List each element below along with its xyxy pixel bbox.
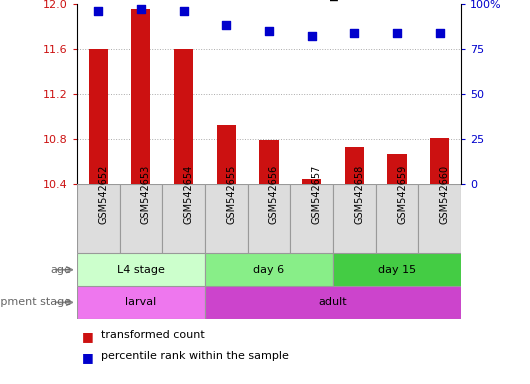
Bar xyxy=(376,184,418,253)
Bar xyxy=(333,184,376,253)
Text: larval: larval xyxy=(125,297,156,308)
Bar xyxy=(89,49,108,184)
Bar xyxy=(162,184,205,253)
Bar xyxy=(77,286,205,319)
Title: GDS3943 / 189321_at: GDS3943 / 189321_at xyxy=(185,0,353,1)
Point xyxy=(350,30,359,36)
Text: GSM542660: GSM542660 xyxy=(440,165,450,224)
Text: ■: ■ xyxy=(82,351,94,364)
Bar xyxy=(77,184,120,253)
Bar xyxy=(131,10,151,184)
Point xyxy=(393,30,401,36)
Bar xyxy=(205,184,248,253)
Bar xyxy=(205,253,333,286)
Point xyxy=(137,6,145,12)
Text: GSM542654: GSM542654 xyxy=(183,165,193,224)
Bar xyxy=(217,124,236,184)
Bar xyxy=(120,184,162,253)
Bar xyxy=(418,184,461,253)
Point xyxy=(179,8,188,14)
Text: GSM542658: GSM542658 xyxy=(355,165,364,224)
Bar xyxy=(259,140,279,184)
Text: day 15: day 15 xyxy=(378,265,416,275)
Bar xyxy=(205,286,461,319)
Text: transformed count: transformed count xyxy=(101,330,205,340)
Text: GSM542659: GSM542659 xyxy=(397,165,407,224)
Bar xyxy=(333,253,461,286)
Text: development stage: development stage xyxy=(0,297,72,308)
Text: GSM542655: GSM542655 xyxy=(226,165,236,224)
Text: adult: adult xyxy=(319,297,347,308)
Bar xyxy=(387,154,407,184)
Text: GSM542656: GSM542656 xyxy=(269,165,279,224)
Text: GSM542657: GSM542657 xyxy=(312,165,322,224)
Bar xyxy=(248,184,290,253)
Text: ■: ■ xyxy=(82,330,94,343)
Bar xyxy=(290,184,333,253)
Point xyxy=(436,30,444,36)
Point xyxy=(265,28,273,34)
Bar xyxy=(344,147,364,184)
Text: percentile rank within the sample: percentile rank within the sample xyxy=(101,351,288,361)
Point xyxy=(307,33,316,40)
Text: day 6: day 6 xyxy=(253,265,285,275)
Bar xyxy=(174,49,193,184)
Point xyxy=(222,22,231,28)
Bar xyxy=(430,138,449,184)
Bar xyxy=(77,253,205,286)
Point xyxy=(94,8,102,14)
Text: age: age xyxy=(51,265,72,275)
Text: L4 stage: L4 stage xyxy=(117,265,165,275)
Text: GSM542653: GSM542653 xyxy=(141,165,151,224)
Text: GSM542652: GSM542652 xyxy=(98,165,108,224)
Bar xyxy=(302,179,321,184)
